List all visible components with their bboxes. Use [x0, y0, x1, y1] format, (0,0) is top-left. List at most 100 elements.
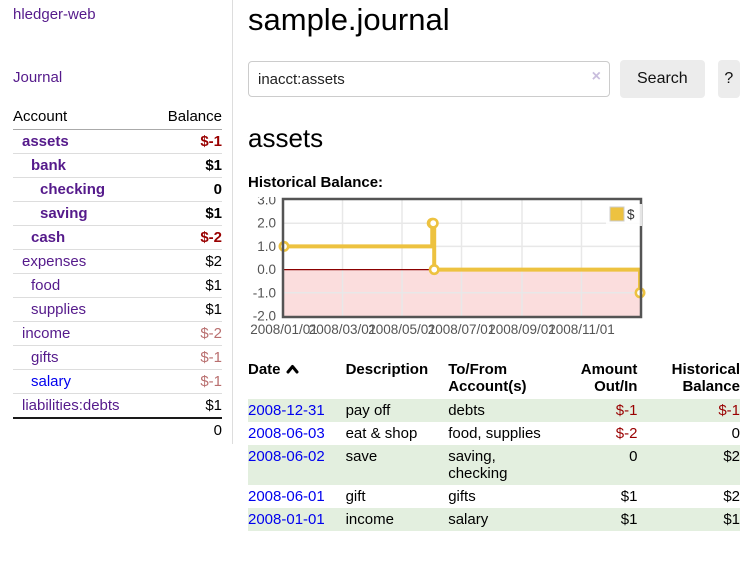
balance-cell: 0: [731, 425, 740, 442]
page-title: sample.journal: [248, 2, 450, 37]
register-body: 2008-12-31 pay off debts $-1 $-1 2008-06-03 ea…: [248, 399, 740, 531]
clear-search-icon[interactable]: ×: [591, 68, 601, 85]
sidebar-account-link-cash[interactable]: cash: [31, 229, 66, 246]
account-balance: $1: [151, 153, 222, 178]
svg-text:-1.0: -1.0: [253, 285, 276, 300]
account-balance: $1: [151, 201, 222, 226]
sidebar-account-link-food[interactable]: food: [31, 277, 61, 294]
svg-text:2008/03/01: 2008/03/01: [309, 322, 377, 337]
account-row: expenses $2: [13, 249, 222, 274]
column-header-description: Description: [345, 361, 429, 378]
balance-cell: $1: [723, 511, 740, 528]
amount-cell: $1: [620, 511, 638, 528]
svg-text:2008/01/01: 2008/01/01: [250, 322, 318, 337]
transaction-date-link[interactable]: 2008-12-31: [248, 402, 325, 419]
svg-text:2008/07/01: 2008/07/01: [428, 322, 496, 337]
description-cell: eat & shop: [345, 425, 418, 442]
sidebar-account-link-gifts[interactable]: gifts: [31, 349, 59, 366]
date-cell: 2008-06-02: [248, 445, 346, 485]
amount-cell: $-2: [615, 425, 638, 442]
date-cell: 2008-06-03: [248, 422, 346, 445]
chart-heading: Historical Balance:: [248, 174, 384, 191]
accounts-table: Account Balance assets $-1 bank $1 checking 0…: [13, 106, 222, 442]
account-row: income $-2: [13, 321, 222, 346]
transaction-date-link[interactable]: 2008-06-01: [248, 488, 325, 505]
transaction-date-link[interactable]: 2008-06-02: [248, 448, 325, 465]
app-brand-link[interactable]: hledger-web: [13, 6, 96, 23]
transaction-row: 2008-12-31 pay off debts $-1 $-1: [248, 399, 740, 422]
account-row: cash $-2: [13, 225, 222, 250]
svg-text:2.0: 2.0: [257, 216, 276, 231]
date-cell: 2008-12-31: [248, 399, 346, 422]
balance-cell: $-1: [718, 402, 740, 419]
account-row: checking 0: [13, 177, 222, 202]
accounts-total-spacer: [13, 417, 152, 442]
accounts-total-value: 0: [151, 417, 222, 442]
help-button[interactable]: ?: [717, 60, 740, 98]
search-input[interactable]: [248, 61, 610, 97]
transaction-row: 2008-01-01 income salary $1 $1: [248, 508, 740, 531]
account-balance: $-1: [151, 129, 222, 154]
description-cell: gift: [345, 488, 366, 505]
sidebar-account-link-salary[interactable]: salary: [31, 373, 72, 390]
transaction-row: 2008-06-02 save saving, checking 0 $2: [248, 445, 740, 485]
column-header-date[interactable]: Date: [248, 359, 346, 399]
sidebar-accounts-body: assets $-1 bank $1 checking 0 saving $1 cash $-2 e…: [13, 129, 222, 419]
accounts-header-account: Account: [13, 106, 152, 130]
description-cell: save: [345, 448, 378, 465]
account-balance: $1: [151, 297, 222, 322]
account-row: saving $1: [13, 201, 222, 226]
account-balance: $1: [151, 393, 222, 419]
search-button[interactable]: Search: [620, 60, 705, 98]
account-balance: 0: [151, 177, 222, 202]
amount-cell: $-1: [615, 402, 638, 419]
account-page-title: assets: [248, 123, 324, 153]
svg-text:2008/05/01: 2008/05/01: [368, 322, 436, 337]
accounts-total-row: 0: [13, 417, 222, 442]
sidebar-account-link-bank[interactable]: bank: [31, 157, 67, 174]
svg-text:2008/11/01: 2008/11/01: [548, 322, 615, 337]
transaction-date-link[interactable]: 2008-01-01: [248, 511, 325, 528]
account-balance: $-1: [151, 369, 222, 394]
accounts-cell: debts: [448, 402, 485, 419]
account-balance: $-2: [151, 321, 222, 346]
historical-balance-chart[interactable]: 3.0 2.0 1.0 0.0 -1.0 -2.0 2008/01/01 2008/03/01…: [248, 193, 672, 347]
sidebar-account-link-income[interactable]: income: [22, 325, 71, 342]
account-balance: $-2: [151, 225, 222, 250]
svg-text:0.0: 0.0: [257, 262, 276, 277]
register-header-row: Date Description To/From Account(s) Amou…: [248, 359, 740, 399]
svg-text:$: $: [627, 207, 635, 222]
svg-text:3.0: 3.0: [257, 197, 276, 208]
account-balance: $2: [151, 249, 222, 274]
account-row: supplies $1: [13, 297, 222, 322]
sidebar-account-link-liabilities-debts[interactable]: liabilities:debts: [22, 397, 120, 414]
svg-text:2008/09/01: 2008/09/01: [488, 322, 556, 337]
sidebar-account-link-checking[interactable]: checking: [40, 181, 106, 198]
transaction-row: 2008-06-03 eat & shop food, supplies $-2 0: [248, 422, 740, 445]
transaction-row: 2008-06-01 gift gifts $1 $2: [248, 485, 740, 508]
sidebar-account-link-expenses[interactable]: expenses: [22, 253, 87, 270]
account-row: liabilities:debts $1: [13, 393, 222, 419]
account-balance: $1: [151, 273, 222, 298]
amount-cell: $1: [620, 488, 638, 505]
search-input-wrap: ×: [248, 61, 610, 97]
amount-cell: 0: [629, 448, 638, 465]
balance-cell: $2: [723, 488, 740, 505]
sidebar-account-link-assets[interactable]: assets: [22, 133, 69, 150]
balance-cell: $2: [723, 448, 740, 465]
account-row: assets $-1: [13, 129, 222, 154]
column-header-balance: Historical Balance: [671, 361, 740, 395]
account-row: food $1: [13, 273, 222, 298]
search-form: × Search ?: [248, 60, 740, 98]
transaction-date-link[interactable]: 2008-06-03: [248, 425, 325, 442]
sidebar-account-link-supplies[interactable]: supplies: [31, 301, 87, 318]
accounts-header-row: Account Balance: [13, 106, 222, 130]
accounts-cell: saving, checking: [448, 448, 508, 482]
sidebar-account-link-saving[interactable]: saving: [40, 205, 88, 222]
account-balance: $-1: [151, 345, 222, 370]
date-cell: 2008-01-01: [248, 508, 346, 531]
account-row: salary $-1: [13, 369, 222, 394]
sidebar-item-journal[interactable]: Journal: [13, 69, 63, 86]
sort-asc-icon: [286, 365, 299, 374]
description-cell: income: [345, 511, 394, 528]
